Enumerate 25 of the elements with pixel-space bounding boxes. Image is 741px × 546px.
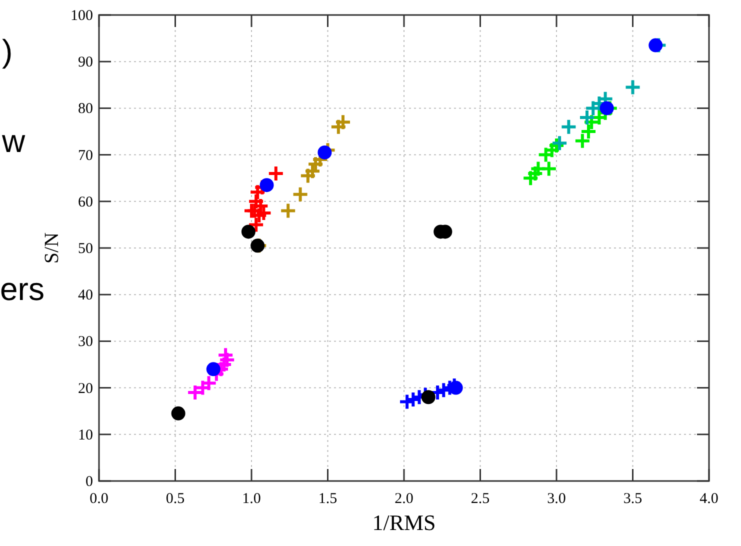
x-tick-label: 2.0 [394,491,414,507]
y-tick-label: 90 [78,54,93,71]
x-tick-label: 0.0 [90,491,108,507]
y-tick-label: 50 [78,241,93,257]
text: w [1,123,26,159]
y-tick-label: 100 [70,8,93,24]
x-tick-label: 0.5 [166,491,185,507]
y-tick-label: 0 [86,474,93,490]
x-tick-label: 2.5 [470,491,490,507]
x-tick-label: 3.5 [623,491,642,507]
y-axis-title: S/N [41,232,63,264]
y-tick-label: 10 [78,427,93,444]
y-tick-label: 80 [78,101,93,118]
y-tick-label: 40 [78,288,93,304]
y-tick-label: 70 [78,148,93,164]
x-tick-label: 3.0 [547,491,566,507]
y-tick-label: 20 [78,380,93,397]
x-tick-label: 1.5 [318,491,338,507]
text: ers [0,271,44,307]
y-tick-label: 30 [78,334,93,350]
x-tick-label: 1.0 [242,491,261,507]
x-axis-title: 1/RMS [372,510,436,535]
text: ) [2,33,13,69]
x-tick-label: 4.0 [700,491,718,507]
y-tick-label: 60 [78,194,93,210]
